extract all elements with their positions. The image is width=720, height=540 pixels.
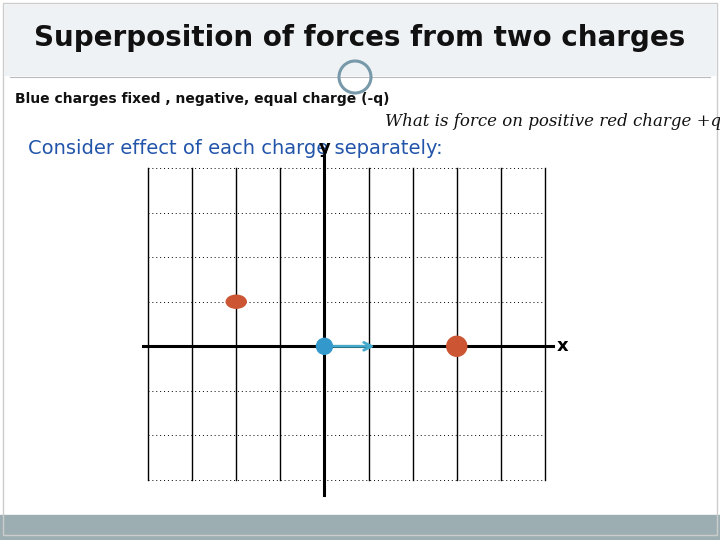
Text: Consider effect of each charge separately:: Consider effect of each charge separatel…: [27, 138, 442, 158]
Ellipse shape: [226, 295, 246, 308]
Bar: [0, 515, 720, 540]
Circle shape: [317, 338, 333, 354]
Text: Blue charges fixed , negative, equal charge (-q): Blue charges fixed , negative, equal cha…: [15, 92, 390, 106]
Bar: [5, 5, 715, 75]
Circle shape: [447, 336, 467, 356]
Text: What is force on positive red charge +q ?: What is force on positive red charge +q …: [385, 113, 720, 131]
Text: y: y: [318, 139, 330, 157]
Text: Superposition of forces from two charges: Superposition of forces from two charges: [35, 24, 685, 52]
Text: x: x: [557, 338, 569, 355]
